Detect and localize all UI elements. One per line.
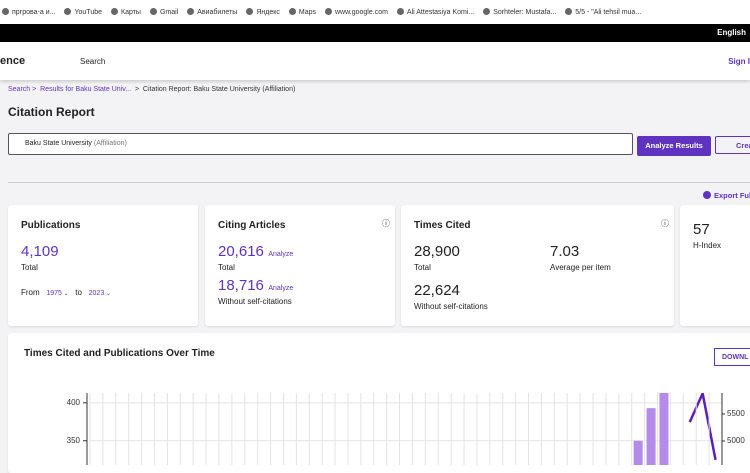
search-box[interactable]: Baku State University (Affiliation) <box>8 133 633 155</box>
card-label: Total <box>218 263 235 272</box>
from: From <box>21 288 40 297</box>
export-text: Export Ful <box>714 191 750 200</box>
from-year[interactable]: 1975 <box>46 290 62 297</box>
card-value: 7.03 <box>550 243 580 260</box>
bookmark[interactable]: Авиабилеты <box>187 8 237 16</box>
analyze-button[interactable]: Analyze Results <box>637 136 711 156</box>
info-icon[interactable]: ⓘ <box>382 219 390 228</box>
crumb: Citation Report: Baku State University (… <box>142 86 296 93</box>
analyze-link[interactable]: Analyze <box>268 285 294 292</box>
card-label: Total <box>414 263 431 272</box>
language[interactable]: English <box>717 28 746 37</box>
download-button[interactable]: DOWNL <box>714 348 750 366</box>
bookmark[interactable]: www.google.com <box>325 8 388 16</box>
bookmark[interactable]: Maps <box>289 8 316 16</box>
card-value: 4,109 <box>21 243 59 260</box>
sign-in[interactable]: Sign I <box>728 57 750 66</box>
y2-tick-label: 5000 <box>727 436 745 445</box>
y2-tick-label: 5500 <box>727 409 745 418</box>
year-range: From 1975 ⌄ to 2023 ⌄ <box>21 288 111 297</box>
bookmark[interactable]: Sorhteler: Mustafa... <box>483 8 556 16</box>
card-value: 28,900 <box>414 243 460 260</box>
breadcrumbs: Search > Results for Baku State Univ... … <box>8 86 295 93</box>
analyze-link[interactable]: Analyze <box>268 251 294 258</box>
create-button[interactable]: Crea <box>715 136 750 154</box>
nav-search[interactable]: Search <box>80 57 106 66</box>
bookmark[interactable]: Gmail <box>150 8 178 16</box>
card-value: 20,616 <box>218 243 264 260</box>
card-title: Publications <box>21 220 81 231</box>
bar <box>633 440 643 465</box>
to-year[interactable]: 2023 <box>88 290 105 297</box>
bookmark[interactable]: Карты <box>111 8 141 16</box>
card-label: Without self-citations <box>414 302 488 311</box>
card-label: Without self-citations <box>218 297 292 306</box>
bookmark[interactable]: YouTube <box>64 8 102 16</box>
card-label: Average per item <box>550 263 611 272</box>
bookmark[interactable]: пргрова-а и... <box>2 8 55 16</box>
citing-card: Citing Articles ⓘ 20,616 Analyze Total 1… <box>205 205 395 326</box>
crumb-sep: > <box>134 86 140 93</box>
search-query: Baku State University <box>25 140 92 147</box>
y-tick-label: 350 <box>67 436 81 445</box>
top-bar: English <box>0 24 750 42</box>
info-icon[interactable]: ⓘ <box>661 219 669 228</box>
crumb[interactable]: Results for Baku State Univ... <box>40 86 132 93</box>
card-title: Citing Articles <box>218 220 286 231</box>
h-index-card: 57 H-Index <box>680 205 750 326</box>
card-value: 57 <box>693 221 710 238</box>
card-value: 18,716 <box>218 277 264 294</box>
to: to <box>75 288 82 297</box>
line <box>688 393 717 461</box>
times-cited-card: Times Cited ⓘ 28,900 Total 7.03 Average … <box>401 205 674 326</box>
bar <box>659 393 669 465</box>
card-title: Times Cited <box>414 220 471 231</box>
bookmark[interactable]: Яндекс <box>246 8 280 16</box>
logo[interactable]: ence <box>0 55 26 67</box>
bookmarks-bar: пргрова-а и... YouTube Карты Gmail Авиабилет… <box>0 0 750 24</box>
bookmark[interactable]: 5/5 - "Ali tehsil mua... <box>565 8 641 16</box>
bookmark[interactable]: Ali Attestasiya Komi... <box>397 8 474 16</box>
divider <box>8 182 750 183</box>
page-title: Citation Report <box>8 105 95 119</box>
publications-card: Publications 4,109 Total From 1975 ⌄ to … <box>8 205 198 326</box>
y-tick-label: 400 <box>67 398 81 407</box>
chart-title: Times Cited and Publications Over Time <box>24 348 215 359</box>
card-label: Total <box>21 263 38 272</box>
card-label: H-Index <box>693 241 722 250</box>
crumb-sep: > <box>32 86 37 93</box>
crumb[interactable]: Search <box>8 86 31 93</box>
export-link[interactable]: Export Ful <box>703 191 750 200</box>
search-field: (Affiliation) <box>93 140 127 147</box>
nav-bar: ence Search Sign I <box>0 42 750 80</box>
bar <box>646 408 656 465</box>
card-value: 22,624 <box>414 282 460 299</box>
